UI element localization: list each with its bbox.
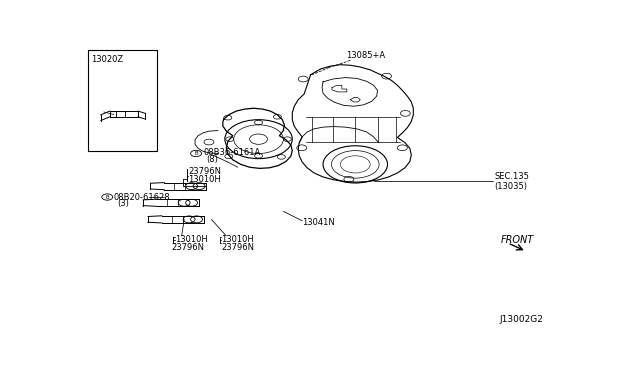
Text: 13085+A: 13085+A [346, 51, 385, 60]
Text: 13010H: 13010H [221, 235, 254, 244]
Text: (8): (8) [207, 155, 218, 164]
Text: B: B [106, 195, 109, 199]
Text: J13002G2: J13002G2 [500, 315, 544, 324]
Text: 23796N: 23796N [172, 243, 205, 252]
Text: (13035): (13035) [494, 182, 527, 191]
Text: SEC.135: SEC.135 [494, 172, 529, 181]
Text: FRONT: FRONT [500, 235, 534, 245]
Text: B: B [195, 151, 198, 156]
Text: (3): (3) [117, 199, 129, 208]
Text: 13010H: 13010H [175, 235, 208, 244]
Text: 08B36-6161A: 08B36-6161A [203, 148, 260, 157]
Bar [88, 50, 157, 151]
Text: 23796N: 23796N [221, 243, 254, 252]
Text: 13041N: 13041N [302, 218, 335, 227]
Text: 08B20-61628: 08B20-61628 [114, 193, 170, 202]
Text: 13010H: 13010H [188, 175, 221, 184]
Text: 23796N: 23796N [188, 167, 221, 176]
Text: 13020Z: 13020Z [91, 55, 123, 64]
